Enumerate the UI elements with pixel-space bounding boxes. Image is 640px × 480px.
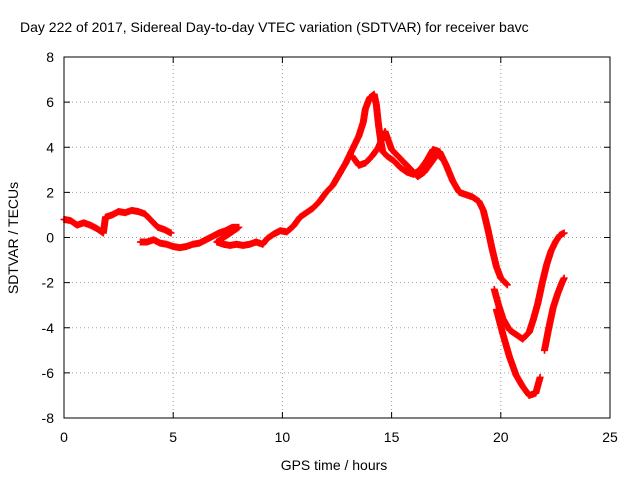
y-axis-label: SDTVAR / TECUs bbox=[5, 182, 21, 294]
chart-title: Day 222 of 2017, Sidereal Day-to-day VTE… bbox=[20, 19, 529, 35]
data-point bbox=[560, 274, 568, 282]
x-axis-label: GPS time / hours bbox=[281, 457, 388, 473]
x-tick-label: 15 bbox=[384, 429, 400, 445]
y-tick-label: 0 bbox=[46, 230, 54, 246]
data-point bbox=[167, 229, 175, 237]
y-tick-label: 2 bbox=[46, 184, 54, 200]
y-tick-label: -8 bbox=[42, 410, 55, 426]
data-point bbox=[438, 155, 446, 163]
data-point bbox=[437, 154, 445, 162]
y-tick-label: 6 bbox=[46, 94, 54, 110]
plot-frame bbox=[63, 56, 611, 419]
x-tick-label: 0 bbox=[60, 429, 68, 445]
data-point bbox=[560, 229, 568, 237]
data-point bbox=[503, 281, 511, 289]
data-point bbox=[536, 373, 544, 381]
tick-labels: 0 5 10 15 20 25 -8 -6 -4 -2 0 2 4 6 8 bbox=[42, 49, 618, 445]
y-tick-label: -4 bbox=[42, 320, 55, 336]
x-tick-label: 25 bbox=[602, 429, 618, 445]
y-tick-label: 4 bbox=[46, 139, 54, 155]
y-tick-label: 8 bbox=[46, 49, 54, 65]
y-tick-label: -6 bbox=[42, 365, 55, 381]
grid-lines bbox=[64, 57, 610, 418]
x-tick-label: 20 bbox=[493, 429, 509, 445]
y-tick-label: -2 bbox=[42, 275, 55, 291]
data-point bbox=[502, 280, 510, 288]
data-series bbox=[60, 90, 568, 399]
x-tick-label: 5 bbox=[169, 429, 177, 445]
x-tick-label: 10 bbox=[275, 429, 291, 445]
